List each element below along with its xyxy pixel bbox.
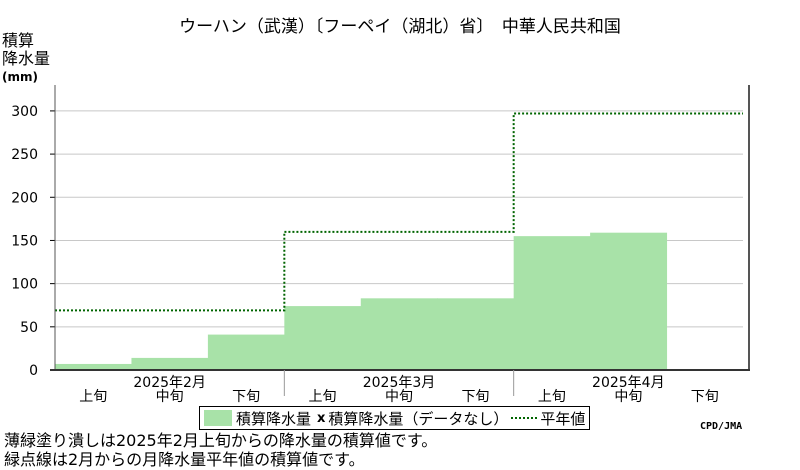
bar-7 — [590, 232, 668, 370]
y-axis-label-line1: 積算 — [2, 31, 35, 50]
x-tick-label-1: 中旬 — [156, 389, 184, 405]
x-tick-label-7: 中旬 — [614, 389, 642, 405]
x-tick-label-3: 上旬 — [309, 389, 337, 405]
legend-normal-line-swatch — [511, 417, 538, 419]
month-label-0: 2025年2月 — [133, 375, 206, 391]
bar-0 — [55, 363, 132, 370]
axes — [50, 85, 750, 396]
y-tick-label-300: 300 — [11, 104, 38, 120]
y-axis-label-line2: 降水量 — [2, 49, 51, 68]
bar-4 — [360, 298, 438, 370]
x-tick-label-4: 中旬 — [385, 389, 413, 405]
y-tick-label-0: 0 — [29, 363, 38, 379]
legend-normal-label: 平年値 — [540, 409, 586, 428]
y-tick-label-150: 150 — [11, 233, 38, 249]
y-tick-label-200: 200 — [11, 190, 38, 206]
precipitation-chart: 0 50 100 150 200 250 300 2025年2月 2025年3月 2025年4月上… — [11, 85, 750, 405]
bar-3 — [284, 306, 362, 370]
legend: 積算降水量 x 積算降水量（データなし） 平年値 — [199, 406, 591, 430]
precipitation-bars — [55, 232, 668, 370]
legend-missing-marker: x — [317, 410, 326, 426]
y-tick-label-50: 50 — [20, 320, 38, 336]
normal-line-layer — [55, 112, 743, 312]
x-tick-label-5: 下旬 — [461, 389, 489, 405]
normal-line — [55, 112, 743, 312]
legend-bar-label: 積算降水量 — [236, 409, 312, 428]
bar-2 — [207, 334, 285, 370]
notes: 薄緑塗り潰しは2025年2月上旬からの降水量の積算値です。 緑点線は2月からの月… — [4, 431, 437, 469]
y-axis-unit: (mm) — [2, 70, 38, 84]
month-label-1: 2025年3月 — [363, 375, 436, 391]
credit-label: CPD/JMA — [700, 421, 743, 432]
y-tick-label-100: 100 — [11, 277, 38, 293]
note-2: 緑点線は2月からの月降水量平年値の積算値です。 — [4, 450, 365, 469]
bar-6 — [513, 236, 591, 370]
x-tick-label-6: 上旬 — [538, 389, 566, 405]
bar-5 — [437, 298, 515, 370]
legend-missing-label: 積算降水量（データなし） — [328, 409, 509, 428]
month-label-2: 2025年4月 — [592, 375, 665, 391]
note-1: 薄緑塗り潰しは2025年2月上旬からの降水量の積算値です。 — [4, 431, 438, 450]
y-tick-label-250: 250 — [11, 147, 38, 163]
y-axis-label: 積算 降水量 (mm) — [2, 32, 50, 86]
chart-title: ウーハン（武漢）〔フーペイ（湖北）省〕 中華人民共和国 — [179, 17, 621, 37]
axis-labels: 0 50 100 150 200 250 300 2025年2月 2025年3月 2025年4月上… — [11, 104, 719, 405]
bar-1 — [131, 357, 209, 370]
x-tick-label-8: 下旬 — [691, 389, 719, 405]
legend-bar-swatch — [204, 410, 232, 426]
x-tick-label-0: 上旬 — [79, 389, 107, 405]
x-tick-label-2: 下旬 — [232, 389, 260, 405]
